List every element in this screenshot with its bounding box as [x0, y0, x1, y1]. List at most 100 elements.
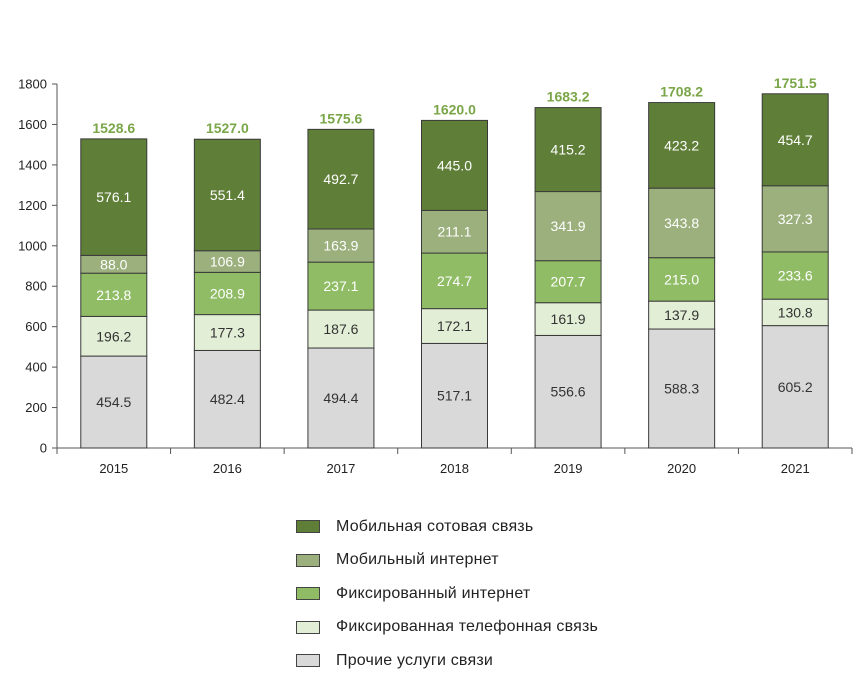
bar-segment: [648, 102, 716, 189]
bar-segment: [80, 272, 148, 317]
bar-segment: [193, 349, 261, 449]
bar-segment: [761, 325, 829, 449]
total-label: 1527.0: [206, 120, 249, 136]
bar-segment: [421, 342, 488, 449]
bar-segment: [80, 355, 148, 449]
bar-segment: [193, 271, 261, 316]
data-label: 130.8: [778, 304, 813, 320]
total-label: 1683.2: [547, 89, 590, 105]
legend-swatch-fixed-telephone: [296, 620, 320, 634]
data-label: 233.6: [778, 268, 813, 284]
data-label: 161.9: [551, 311, 586, 327]
legend-label: Прочие услуги связи: [336, 651, 493, 669]
data-label: 177.3: [210, 325, 245, 341]
data-label: 492.7: [323, 171, 358, 187]
total-label: 1751.5: [774, 75, 817, 91]
data-label: 196.2: [96, 328, 131, 344]
data-label: 207.7: [551, 274, 586, 290]
x-tick-label: 2020: [667, 461, 696, 476]
bar-segment: [534, 334, 602, 449]
data-label: 274.7: [437, 273, 472, 289]
data-label: 211.1: [438, 224, 472, 240]
data-label: 445.0: [437, 157, 472, 173]
data-label: 605.2: [778, 379, 813, 395]
bar-segment: [307, 228, 375, 263]
bar-segment: [648, 257, 716, 302]
y-tick-label: 800: [25, 279, 47, 294]
data-label: 172.1: [437, 318, 472, 334]
bar-segment: [80, 138, 148, 256]
legend-swatch-mobile-internet: [296, 553, 320, 567]
data-label: 215.0: [664, 271, 699, 287]
y-tick-label: 1200: [18, 198, 47, 213]
data-label: 88.0: [100, 256, 127, 272]
legend-swatch-other-services: [296, 654, 320, 668]
data-label: 163.9: [323, 238, 358, 254]
y-tick-label: 400: [25, 360, 47, 375]
x-tick-label: 2017: [326, 461, 355, 476]
data-label: 423.2: [664, 137, 699, 153]
data-label: 576.1: [96, 189, 131, 205]
y-tick-label: 600: [25, 319, 47, 334]
legend-item-mobile-cellular: Мобильная сотовая связь: [296, 510, 598, 544]
legend-item-mobile-internet: Мобильный интернет: [296, 544, 598, 578]
data-label: 341.9: [551, 218, 586, 234]
data-label: 106.9: [210, 254, 245, 270]
x-tick-label: 2021: [781, 461, 810, 476]
data-label: 588.3: [664, 381, 699, 397]
legend-label: Фиксированный интернет: [336, 584, 531, 602]
data-label: 482.4: [210, 391, 245, 407]
stacked-bar-chart: 0 200 400 600 800 1000 1200 1400 1600 1800 454.5 19…: [18, 75, 853, 476]
total-label: 1575.6: [320, 110, 363, 126]
bar-segment: [307, 128, 375, 230]
data-label: 237.1: [323, 278, 358, 294]
total-label: 1528.6: [92, 120, 135, 136]
data-label: 494.4: [323, 390, 358, 406]
bar-segment: [307, 347, 375, 449]
bar-segment: [534, 302, 602, 336]
bar-segment: [193, 314, 261, 351]
y-tick-label: 1000: [18, 238, 47, 253]
data-label: 454.7: [778, 132, 813, 148]
y-tick-label: 1400: [18, 157, 47, 172]
x-tick-label: 2016: [213, 461, 242, 476]
bar-segment: [648, 328, 716, 449]
data-label: 415.2: [551, 142, 586, 158]
data-label: 343.8: [664, 215, 699, 231]
bar-segment: [761, 185, 829, 253]
legend-item-fixed-telephone: Фиксированная телефонная связь: [296, 611, 598, 645]
y-tick-label: 0: [40, 441, 47, 456]
bar-segment: [761, 298, 829, 327]
bar-segment: [421, 308, 488, 344]
data-label: 556.6: [551, 384, 586, 400]
legend-label: Мобильная сотовая связь: [336, 517, 534, 535]
total-label: 1708.2: [660, 84, 703, 100]
data-label: 517.1: [437, 388, 472, 404]
legend-swatch-fixed-internet: [296, 587, 320, 601]
bar-segment: [534, 107, 602, 193]
x-tick-label: 2015: [99, 461, 128, 476]
legend-item-fixed-internet: Фиксированный интернет: [296, 577, 598, 611]
legend-item-other-services: Прочие услуги связи: [296, 644, 598, 678]
data-label: 137.9: [664, 307, 699, 323]
data-label: 187.6: [323, 321, 358, 337]
x-tick-label: 2018: [440, 461, 469, 476]
bar-segment: [534, 191, 602, 262]
bar-segment: [307, 261, 375, 311]
bar-segment: [80, 315, 148, 357]
legend-label: Мобильный интернет: [336, 551, 499, 569]
data-label: 551.4: [210, 187, 245, 203]
data-label: 213.8: [96, 287, 131, 303]
bar-segment: [193, 138, 261, 252]
legend-label: Фиксированная телефонная связь: [336, 618, 599, 636]
y-tick-label: 1600: [18, 117, 47, 132]
bar-segment: [307, 309, 375, 349]
bar-segment: [421, 119, 488, 211]
y-tick-label: 200: [25, 400, 47, 415]
bar-segment: [421, 209, 488, 254]
legend: Мобильная сотовая связь Мобильный интерн…: [296, 510, 598, 678]
total-label: 1620.0: [433, 101, 476, 117]
legend-swatch-mobile-cellular: [296, 520, 320, 534]
data-label: 208.9: [210, 285, 245, 301]
x-tick-label: 2019: [554, 461, 583, 476]
